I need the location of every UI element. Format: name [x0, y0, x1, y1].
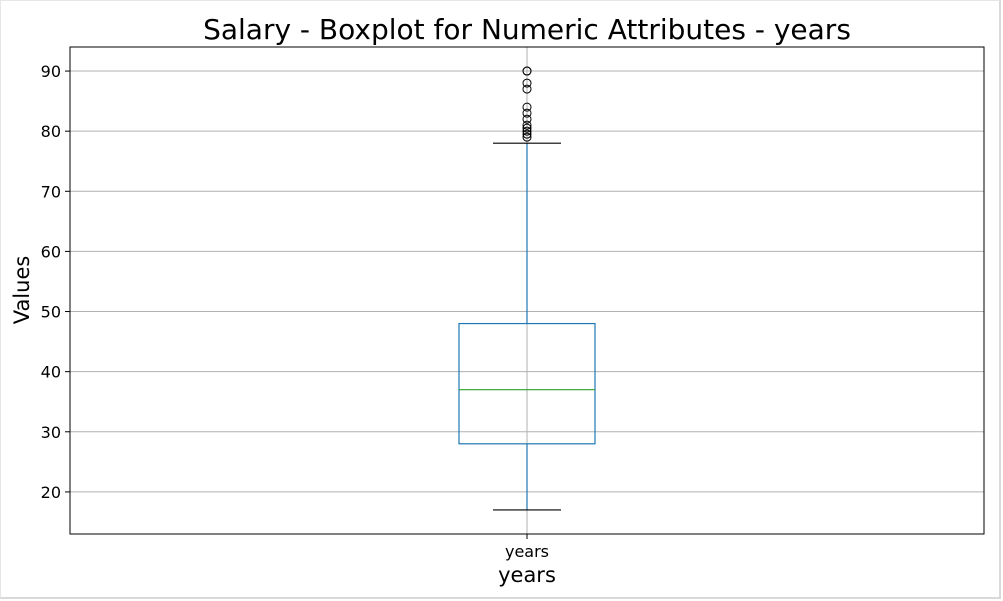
y-tick-label: 20 [41, 483, 61, 502]
y-tick-label: 50 [41, 303, 61, 322]
y-tick-label: 80 [41, 122, 61, 141]
iqr-box [458, 322, 596, 445]
outlier-point [522, 120, 532, 130]
outlier-point [522, 123, 532, 133]
y-ticks: 20 30 40 50 60 70 80 90 years [41, 62, 549, 561]
y-tick-label: 70 [41, 182, 61, 201]
outlier-point [522, 84, 532, 94]
outlier-point [522, 114, 532, 124]
y-axis-label: Values [10, 256, 34, 325]
outlier-point [522, 66, 532, 76]
chart-title: Salary - Boxplot for Numeric Attributes … [203, 13, 851, 46]
outlier-point [522, 102, 532, 112]
outlier-point [522, 78, 532, 88]
box-group [458, 66, 596, 511]
plot-area [69, 46, 985, 535]
outlier-point [522, 126, 532, 136]
y-tick-label: 90 [41, 62, 61, 81]
x-axis-label: years [498, 563, 556, 587]
y-tick-label: 60 [41, 242, 61, 261]
x-tick-label: years [505, 542, 549, 561]
outlier-point [522, 108, 532, 118]
y-tick-label: 30 [41, 423, 61, 442]
y-tick-label: 40 [41, 363, 61, 382]
outlier-point [522, 129, 532, 139]
outlier-point [522, 132, 532, 142]
